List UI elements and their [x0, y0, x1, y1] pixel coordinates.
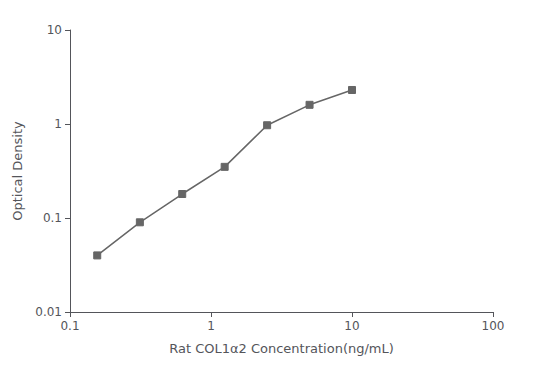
svg-text:Rat COL1α2 Concentration(ng/mL: Rat COL1α2 Concentration(ng/mL) [169, 341, 394, 356]
svg-text:0.1: 0.1 [43, 211, 62, 225]
svg-text:1: 1 [207, 319, 215, 333]
svg-text:0.1: 0.1 [60, 319, 79, 333]
svg-text:Optical Density: Optical Density [10, 121, 25, 221]
svg-text:1: 1 [54, 117, 62, 131]
svg-text:100: 100 [482, 319, 505, 333]
svg-text:10: 10 [47, 23, 62, 37]
svg-text:0.01: 0.01 [35, 305, 62, 319]
svg-text:10: 10 [344, 319, 359, 333]
